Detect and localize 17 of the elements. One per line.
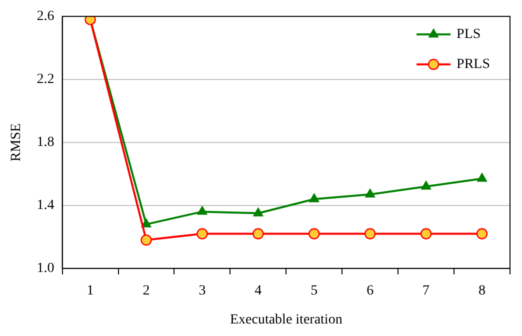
legend-label: PRLS bbox=[456, 57, 490, 72]
y-tick-label: 1.4 bbox=[36, 198, 54, 214]
x-tick-label: 8 bbox=[478, 283, 486, 298]
x-tick-label: 4 bbox=[254, 283, 262, 298]
y-axis-title: RMSE bbox=[9, 123, 24, 162]
y-tick-label: 1.8 bbox=[36, 135, 54, 150]
y-tick-label: 2.2 bbox=[36, 72, 54, 88]
x-tick-label: 1 bbox=[86, 283, 94, 298]
x-axis-title: Executable iteration bbox=[230, 312, 342, 328]
x-tick-label: 2 bbox=[142, 283, 150, 298]
x-tick-label: 5 bbox=[310, 283, 318, 298]
y-tick-label: 2.6 bbox=[36, 9, 54, 24]
x-tick-label: 6 bbox=[366, 283, 374, 298]
x-tick-label: 7 bbox=[422, 283, 430, 298]
y-tick-label: 1.0 bbox=[36, 261, 54, 276]
x-tick-label: 3 bbox=[198, 283, 206, 298]
legend-label: PLS bbox=[456, 27, 481, 42]
